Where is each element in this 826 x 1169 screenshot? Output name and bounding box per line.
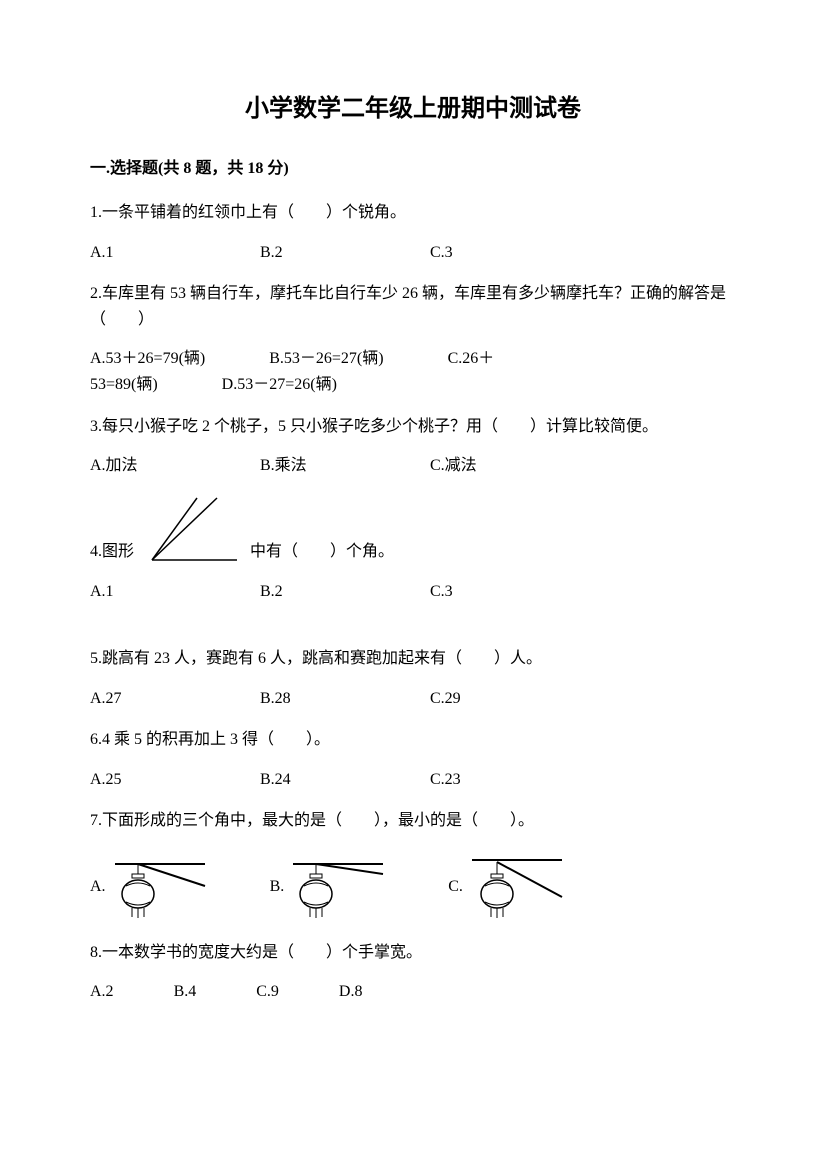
q5-options: A.27 B.28 C.29 xyxy=(90,686,736,712)
question-7: 7.下面形成的三个角中，最大的是（ ），最小的是（ ）。 A. B. xyxy=(90,808,736,922)
q4-suffix: 中有（ ）个角。 xyxy=(250,539,394,565)
q3-option-a: A.加法 xyxy=(90,453,240,479)
q6-text: 6.4 乘 5 的积再加上 3 得（ ）。 xyxy=(90,727,736,753)
q8-text: 8.一本数学书的宽度大约是（ ）个手掌宽。 xyxy=(90,940,736,966)
q4-option-a: A.1 xyxy=(90,579,240,605)
question-6: 6.4 乘 5 的积再加上 3 得（ ）。 A.25 B.24 C.23 xyxy=(90,727,736,792)
question-8: 8.一本数学书的宽度大约是（ ）个手掌宽。 A.2 B.4 C.9 D.8 xyxy=(90,940,736,1005)
question-5: 5.跳高有 23 人，赛跑有 6 人，跳高和赛跑加起来有（ ）人。 A.27 B… xyxy=(90,646,736,711)
q7-option-b: B. xyxy=(270,852,389,922)
q7-text: 7.下面形成的三个角中，最大的是（ ），最小的是（ ）。 xyxy=(90,808,736,834)
q4-prefix: 4.图形 xyxy=(90,539,134,565)
q6-option-c: C.23 xyxy=(430,767,580,793)
q6-option-a: A.25 xyxy=(90,767,240,793)
q1-text: 1.一条平铺着的红领巾上有（ ）个锐角。 xyxy=(90,200,736,226)
q5-option-b: B.28 xyxy=(260,686,410,712)
q7-options: A. B. xyxy=(90,852,736,922)
lantern-c-icon xyxy=(467,852,567,922)
q7-option-a: A. xyxy=(90,852,210,922)
q8-option-d: D.8 xyxy=(339,979,363,1005)
q8-option-c: C.9 xyxy=(256,979,279,1005)
angle-diagram-icon xyxy=(142,495,242,565)
question-4: 4.图形 中有（ ）个角。 A.1 B.2 C.3 xyxy=(90,495,736,605)
lantern-a-icon xyxy=(110,852,210,922)
q6-options: A.25 B.24 C.23 xyxy=(90,767,736,793)
q7-label-c: C. xyxy=(448,874,463,900)
q3-option-c: C.减法 xyxy=(430,453,580,479)
q8-options: A.2 B.4 C.9 D.8 xyxy=(90,979,736,1005)
q2-text: 2.车库里有 53 辆自行车，摩托车比自行车少 26 辆，车库里有多少辆摩托车？… xyxy=(90,281,736,332)
q4-option-c: C.3 xyxy=(430,579,580,605)
q2-options-line2: 53=89(辆) D.53－27=26(辆) xyxy=(90,372,736,398)
q2-options-line1: A.53＋26=79(辆) B.53－26=27(辆) C.26＋ xyxy=(90,346,736,372)
q4-option-b: B.2 xyxy=(260,579,410,605)
lantern-b-icon xyxy=(288,852,388,922)
q7-option-c: C. xyxy=(448,852,567,922)
q3-options: A.加法 B.乘法 C.减法 xyxy=(90,453,736,479)
q5-text: 5.跳高有 23 人，赛跑有 6 人，跳高和赛跑加起来有（ ）人。 xyxy=(90,646,736,672)
section-header: 一.选择题(共 8 题，共 18 分) xyxy=(90,156,736,182)
question-2: 2.车库里有 53 辆自行车，摩托车比自行车少 26 辆，车库里有多少辆摩托车？… xyxy=(90,281,736,397)
q7-label-b: B. xyxy=(270,874,285,900)
q8-option-a: A.2 xyxy=(90,979,114,1005)
q3-option-b: B.乘法 xyxy=(260,453,410,479)
q1-option-a: A.1 xyxy=(90,240,240,266)
q1-option-b: B.2 xyxy=(260,240,410,266)
q4-options: A.1 B.2 C.3 xyxy=(90,579,736,605)
q7-label-a: A. xyxy=(90,874,106,900)
q3-text: 3.每只小猴子吃 2 个桃子，5 只小猴子吃多少个桃子？用（ ）计算比较简便。 xyxy=(90,414,736,440)
q5-option-a: A.27 xyxy=(90,686,240,712)
question-3: 3.每只小猴子吃 2 个桃子，5 只小猴子吃多少个桃子？用（ ）计算比较简便。 … xyxy=(90,414,736,479)
q6-option-b: B.24 xyxy=(260,767,410,793)
q5-option-c: C.29 xyxy=(430,686,580,712)
q1-options: A.1 B.2 C.3 xyxy=(90,240,736,266)
question-1: 1.一条平铺着的红领巾上有（ ）个锐角。 A.1 B.2 C.3 xyxy=(90,200,736,265)
q8-option-b: B.4 xyxy=(174,979,197,1005)
q1-option-c: C.3 xyxy=(430,240,580,266)
page-title: 小学数学二年级上册期中测试卷 xyxy=(90,90,736,128)
